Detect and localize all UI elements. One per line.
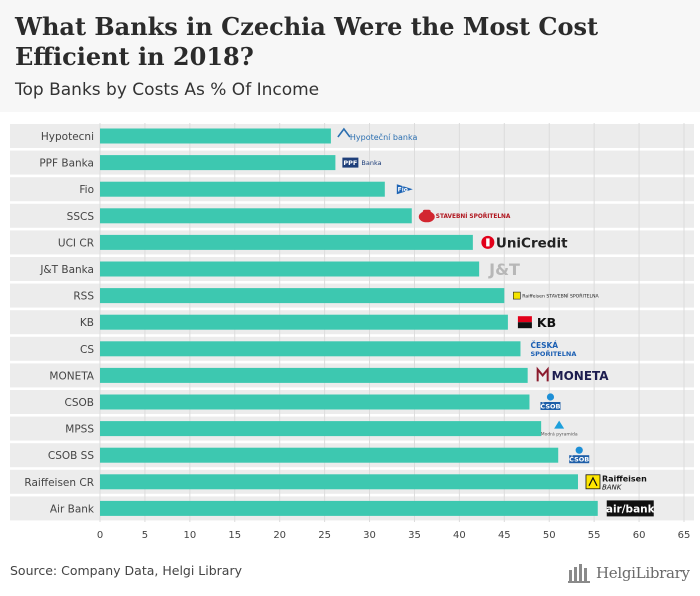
- x-tick-label: 35: [408, 530, 421, 541]
- category-label: SSCS: [67, 211, 95, 223]
- category-label: CS: [80, 344, 94, 356]
- house-icon: [337, 127, 351, 138]
- bar: [100, 208, 412, 224]
- category-label: Fio: [79, 184, 94, 196]
- x-tick-label: 45: [498, 530, 511, 541]
- x-tick-label: 10: [183, 530, 196, 541]
- hypotecni-logo: Hypoteční banka: [350, 132, 418, 142]
- category-label: MPSS: [65, 424, 94, 436]
- sscs-hat-icon: [418, 211, 435, 223]
- bar: [100, 421, 542, 437]
- bar-chart: 0 5 10 15 20 25 30 35 40 45 50 55 60 65 Hypotecni Hypot…: [10, 123, 694, 541]
- airbank-badge: [606, 500, 654, 517]
- category-label: Air Bank: [50, 503, 95, 515]
- unicredit-logo: UniCredit: [496, 235, 568, 251]
- category-label: PPF Banka: [39, 158, 94, 170]
- x-tick-label: 40: [453, 530, 466, 541]
- rss-icon: [513, 291, 521, 300]
- header: What Banks in Czechia Were the Most Cost…: [0, 0, 700, 112]
- rss-logo: Raiffeisen STAVEBNÍ SPOŘITELNA: [522, 292, 599, 300]
- moneta-logo: MONETA: [552, 369, 610, 383]
- ppf-badge-text: PPF: [343, 159, 357, 167]
- moneta-icon: [536, 366, 549, 382]
- category-label: J&T Banka: [39, 264, 94, 276]
- cs-logo-line-1: ČESKÁ: [530, 341, 558, 350]
- csob-badge: [540, 402, 561, 410]
- fio-arrow: [396, 184, 413, 195]
- bar: [100, 261, 480, 277]
- x-tick-label: 50: [543, 530, 556, 541]
- unicredit-icon-mark: [486, 238, 490, 247]
- kb-flag-red: [517, 316, 532, 323]
- x-tick-label: 20: [273, 530, 286, 541]
- raiffeisen-logo-line-1: Raiffeisen: [602, 474, 647, 483]
- kb-flag-black: [517, 322, 532, 329]
- bar: [100, 288, 505, 304]
- x-tick-label: 25: [318, 530, 331, 541]
- bar: [100, 314, 508, 330]
- x-tick-label: 0: [97, 530, 103, 541]
- brand-name: HelgiLibrary: [596, 564, 690, 582]
- ppf-badge: [342, 157, 359, 168]
- category-label: CSOB SS: [48, 450, 94, 462]
- csob-badge: [569, 455, 590, 464]
- bar: [100, 474, 578, 490]
- bar: [100, 341, 521, 357]
- bar: [100, 367, 528, 383]
- category-label: RSS: [73, 291, 94, 303]
- chart-subtitle: Top Banks by Costs As % Of Income: [15, 80, 320, 100]
- raiffeisen-logo-line-2: BANK: [602, 483, 623, 491]
- bar: [100, 128, 331, 144]
- raiffeisen-gable-mark: [588, 476, 598, 487]
- x-tick-label: 30: [363, 530, 376, 541]
- category-label: Raiffeisen CR: [24, 477, 94, 489]
- sscs-hat-crown: [422, 209, 431, 216]
- x-tick-label: 15: [228, 530, 241, 541]
- category-label: Hypotecni: [41, 131, 94, 143]
- ppf-logo: Banka: [361, 159, 381, 167]
- library-building-icon: [568, 564, 590, 583]
- bar: [100, 394, 530, 410]
- x-tick-label: 65: [678, 530, 691, 541]
- mpss-pyramid-icon: [554, 420, 565, 429]
- cs-logo-line-2: SPOŘITELNA: [530, 349, 576, 358]
- kb-logo: KB: [537, 315, 556, 330]
- bar: [100, 447, 559, 463]
- airbank-logo: air/bank: [606, 503, 656, 515]
- mpss-logo: Modrá pyramida: [541, 431, 578, 438]
- category-label: MONETA: [49, 370, 94, 382]
- bar: [100, 500, 598, 516]
- csob-logo: ČSOB: [540, 402, 560, 411]
- category-label: KB: [80, 317, 94, 329]
- bar: [100, 234, 473, 250]
- source-note: Source: Company Data, Helgi Library: [10, 563, 243, 578]
- jt-logo: J&T: [488, 260, 520, 279]
- csob-icon: [546, 393, 555, 401]
- category-label: UCI CR: [58, 237, 94, 249]
- x-tick-label: 55: [588, 530, 601, 541]
- bar: [100, 155, 336, 171]
- fio-logo: Fio: [398, 187, 408, 194]
- category-label: CSOB: [65, 397, 94, 409]
- x-tick-label: 5: [142, 530, 148, 541]
- csobss-logo: ČSOB: [569, 455, 589, 464]
- csob-icon: [575, 446, 583, 454]
- sscs-logo: STAVEBNÍ SPOŘITELNA: [436, 212, 511, 220]
- helgi-library-brand: HelgiLibrary: [568, 560, 693, 586]
- chart-title: What Banks in Czechia Were the Most Cost…: [15, 12, 599, 71]
- bar: [100, 181, 385, 197]
- x-tick-label: 60: [633, 530, 646, 541]
